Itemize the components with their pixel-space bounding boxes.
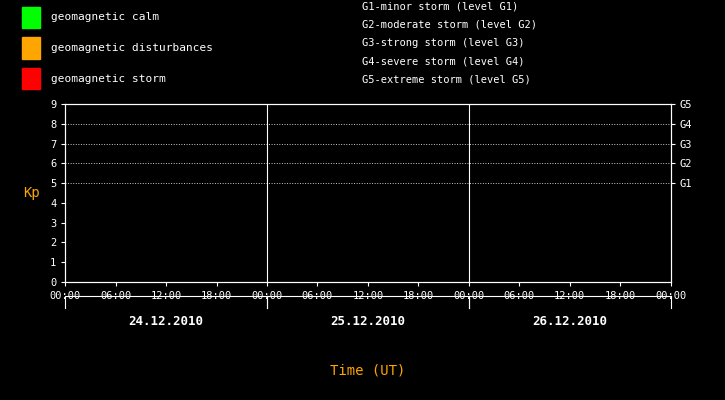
- Text: G5-extreme storm (level G5): G5-extreme storm (level G5): [362, 75, 531, 85]
- Text: 24.12.2010: 24.12.2010: [128, 315, 204, 328]
- Bar: [22, 68, 40, 89]
- Text: 25.12.2010: 25.12.2010: [331, 315, 405, 328]
- Text: 26.12.2010: 26.12.2010: [532, 315, 608, 328]
- Text: Kp: Kp: [24, 186, 41, 200]
- Text: geomagnetic calm: geomagnetic calm: [51, 12, 159, 22]
- Bar: [22, 38, 40, 58]
- Text: G4-severe storm (level G4): G4-severe storm (level G4): [362, 56, 525, 66]
- Text: geomagnetic storm: geomagnetic storm: [51, 74, 165, 84]
- Text: G2-moderate storm (level G2): G2-moderate storm (level G2): [362, 20, 537, 30]
- Text: Time (UT): Time (UT): [331, 363, 405, 377]
- Text: G1-minor storm (level G1): G1-minor storm (level G1): [362, 2, 519, 12]
- Text: G3-strong storm (level G3): G3-strong storm (level G3): [362, 38, 525, 48]
- Text: geomagnetic disturbances: geomagnetic disturbances: [51, 43, 212, 53]
- Bar: [22, 7, 40, 28]
